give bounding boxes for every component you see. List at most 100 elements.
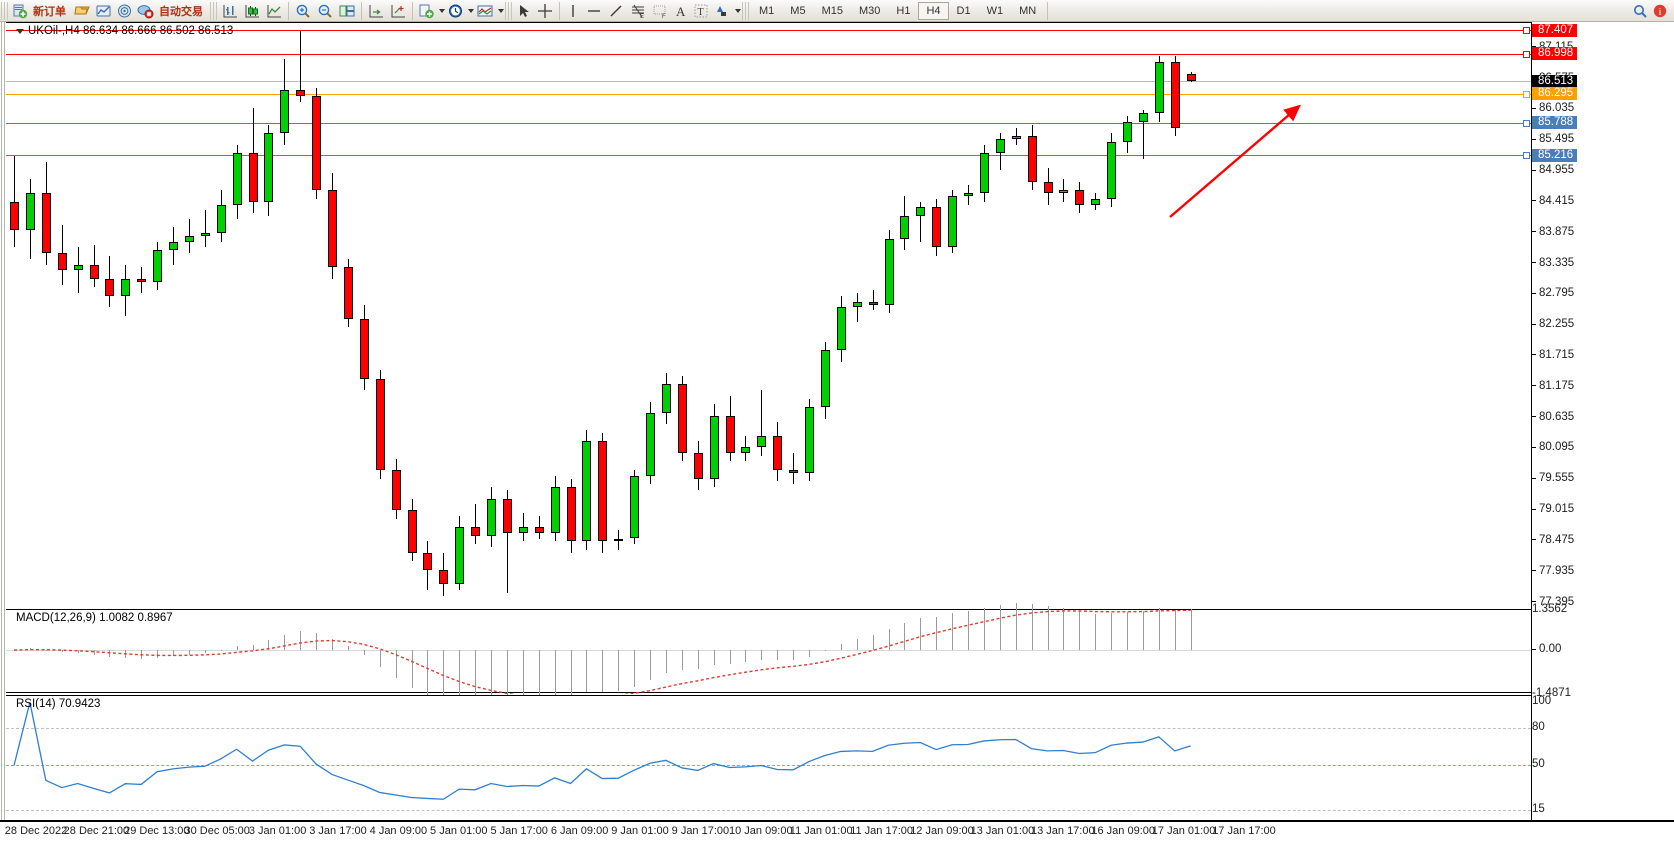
price-level-handle[interactable] [1523, 50, 1530, 58]
candlestick-chart-icon[interactable] [241, 1, 263, 21]
price-tick: 83.335 [1532, 257, 1574, 269]
toolbar-grip[interactable] [1, 1, 8, 20]
auto-trading-icon[interactable] [135, 1, 156, 21]
fibonacci-icon[interactable]: E [627, 1, 649, 21]
price-level-line[interactable] [6, 81, 1531, 83]
svg-text:E: E [640, 14, 644, 19]
auto-scroll-icon[interactable] [387, 1, 409, 21]
timeframe-m15[interactable]: M15 [821, 4, 843, 17]
shapes-icon[interactable] [711, 1, 733, 21]
price-tick: 79.015 [1532, 503, 1574, 515]
folder-icon[interactable] [72, 1, 93, 21]
price-axis[interactable]: 87.11586.57586.03585.49584.95584.41583.8… [1531, 22, 1674, 820]
add-indicator-dropdown-caret[interactable] [439, 8, 445, 13]
crosshair-icon[interactable] [534, 1, 556, 21]
help-icon[interactable]: i [1650, 1, 1670, 21]
candle-body-bullish [1123, 121, 1132, 142]
templates-dropdown-caret[interactable] [498, 8, 504, 13]
candle-body-bullish [757, 435, 767, 448]
price-level-tag[interactable]: 86.998 [1532, 47, 1578, 60]
candle [216, 22, 226, 607]
auto-trading-label[interactable]: 自动交易 [159, 5, 203, 18]
candle-body-bearish [10, 201, 19, 231]
macd-panel[interactable]: MACD(12,26,9) 1.0082 0.8967 [6, 602, 1531, 707]
chevron-down-icon[interactable] [16, 28, 24, 34]
candle [1154, 22, 1164, 607]
timeframe-h4[interactable]: H4 [918, 1, 949, 20]
candle [280, 22, 290, 607]
time-label: 10 Jan 09:00 [728, 825, 793, 837]
time-axis[interactable]: 28 Dec 2022 28 Dec 21:00 29 Dec 13:00 30 De… [0, 821, 1674, 842]
timeframe-m1[interactable]: M1 [759, 4, 775, 17]
market-watch-icon[interactable] [93, 1, 114, 21]
bar-chart-icon[interactable] [219, 1, 241, 21]
candle-body-bearish [598, 441, 608, 542]
templates-icon[interactable] [474, 1, 496, 21]
timeframe-w1[interactable]: W1 [986, 4, 1004, 17]
search-icon[interactable] [1630, 1, 1650, 21]
price-level-line[interactable] [6, 53, 1531, 55]
toolbar-grip-4[interactable] [742, 1, 749, 20]
macd-tick: 0.00 [1532, 643, 1561, 655]
price-level-line[interactable] [6, 122, 1531, 124]
candle-body-bullish [1138, 113, 1148, 122]
price-level-tag[interactable]: 85.788 [1532, 116, 1578, 130]
price-level-handle[interactable] [1523, 119, 1530, 127]
zoom-in-icon[interactable] [292, 1, 314, 21]
candle [1138, 22, 1148, 607]
timeframe-m5[interactable]: M5 [790, 4, 806, 17]
candle [566, 22, 576, 607]
macd-histogram-bar [1047, 606, 1049, 651]
price-level-handle[interactable] [1523, 27, 1530, 35]
timeframe-h1[interactable]: H1 [896, 4, 911, 17]
macd-histogram-bar [745, 650, 747, 662]
candle-body-bullish [121, 278, 131, 296]
candle [264, 22, 274, 607]
new-order-icon[interactable] [10, 1, 30, 21]
timeframe-mn[interactable]: MN [1019, 4, 1037, 17]
price-level-handle[interactable] [1523, 152, 1530, 160]
price-level-handle[interactable] [1523, 90, 1530, 98]
tile-windows-icon[interactable] [336, 1, 358, 21]
zoom-out-icon[interactable] [314, 1, 336, 21]
candle-body-bearish [312, 96, 322, 191]
price-tick: 84.415 [1532, 195, 1574, 207]
macd-histogram-bar [824, 650, 826, 652]
candle [248, 22, 258, 607]
period-icon[interactable] [445, 1, 466, 21]
price-level-line[interactable] [6, 30, 1531, 32]
price-panel[interactable]: UKOil-,H4 86.634 86.666 86.502 86.513 [6, 22, 1531, 607]
cursor-icon[interactable] [514, 1, 534, 21]
chart-area[interactable]: UKOil-,H4 86.634 86.666 86.502 86.513 MA… [0, 22, 1674, 842]
shift-chart-icon[interactable] [365, 1, 387, 21]
toolbar-grip-3[interactable] [505, 1, 512, 20]
trendline-icon[interactable] [605, 1, 627, 21]
textbox-icon[interactable]: T [691, 1, 711, 21]
horizontal-line-icon[interactable] [583, 1, 605, 21]
last-price-tag[interactable]: 86.513 [1532, 74, 1578, 88]
text-label-icon[interactable]: A [671, 1, 691, 21]
price-level-tag[interactable]: 87.407 [1532, 23, 1578, 37]
shapes-dropdown-caret[interactable] [735, 8, 741, 13]
price-level-tag[interactable]: 85.216 [1532, 148, 1578, 162]
timeframe-d1[interactable]: D1 [956, 4, 971, 17]
add-indicator-icon[interactable] [416, 1, 437, 21]
timeframe-m30[interactable]: M30 [858, 4, 881, 17]
macd-histogram-bar [379, 650, 381, 667]
period-dropdown-caret[interactable] [468, 8, 474, 13]
new-order-label[interactable]: 新订单 [33, 5, 66, 18]
macd-histogram-bar [665, 650, 667, 673]
toolbar-grip-2[interactable] [210, 1, 217, 20]
price-level-line[interactable] [6, 155, 1531, 157]
navigator-icon[interactable] [114, 1, 135, 21]
candle-body-bearish [1075, 190, 1085, 205]
line-chart-icon[interactable] [263, 1, 285, 21]
macd-histogram-bar [332, 638, 333, 651]
rsi-panel[interactable]: RSI(14) 70.9423 [6, 695, 1531, 815]
candle-body-bullish [979, 153, 989, 194]
price-level-line[interactable] [6, 93, 1531, 95]
macd-histogram-bar [697, 650, 699, 670]
price-level-tag[interactable]: 86.295 [1532, 87, 1578, 101]
vertical-line-icon[interactable] [563, 1, 583, 21]
equidistant-channel-icon[interactable]: F [649, 1, 671, 21]
